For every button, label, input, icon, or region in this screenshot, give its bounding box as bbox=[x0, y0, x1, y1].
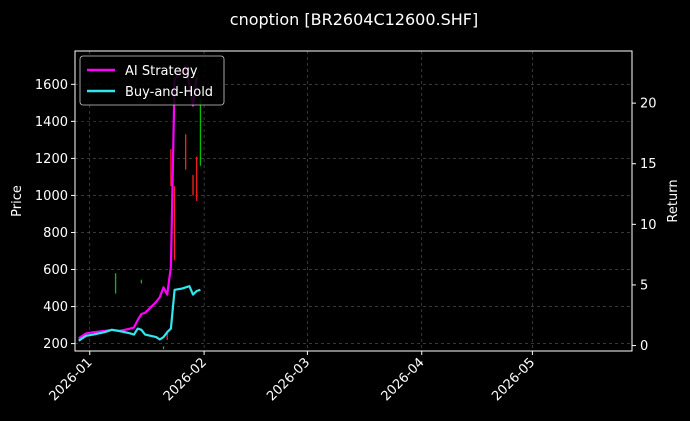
y-tick-label: 1000 bbox=[35, 189, 68, 204]
y2-tick-label: 15 bbox=[640, 157, 657, 172]
y-tick-label: 800 bbox=[43, 226, 68, 241]
x-tick-label: 2026-03 bbox=[264, 355, 313, 404]
grid bbox=[75, 51, 632, 351]
series-lines bbox=[78, 65, 201, 342]
y-tick-label: 200 bbox=[43, 337, 68, 352]
y-tick-label: 1600 bbox=[35, 78, 68, 93]
legend-label-ai-strategy: AI Strategy bbox=[125, 64, 198, 79]
candles bbox=[114, 99, 202, 350]
legend: AI Strategy Buy-and-Hold bbox=[79, 55, 225, 106]
series-line-buy-and-hold bbox=[78, 285, 201, 342]
x-axis: 2026-01 2026-02 2026-03 2026-04 2026-05 bbox=[47, 351, 538, 404]
y2-axis-label: Return bbox=[666, 179, 681, 222]
legend-box bbox=[79, 55, 225, 106]
x-tick-label: 2026-01 bbox=[47, 355, 96, 404]
plot-frame bbox=[74, 50, 633, 352]
y2-tick-label: 20 bbox=[640, 97, 657, 112]
chart-title: cnoption [BR2604C12600.SHF] bbox=[230, 10, 478, 29]
y2-tick-label: 10 bbox=[640, 218, 657, 233]
y-axis-left: 200 400 600 800 1000 1200 1400 1600 bbox=[35, 78, 75, 352]
x-tick-label: 2026-02 bbox=[161, 355, 210, 404]
x-tick-label: 2026-05 bbox=[489, 355, 538, 404]
series-line-ai-strategy bbox=[78, 65, 198, 340]
y-tick-label: 600 bbox=[43, 263, 68, 278]
y-axis-label: Price bbox=[10, 185, 25, 217]
y2-tick-label: 0 bbox=[640, 339, 648, 354]
y-tick-label: 1200 bbox=[35, 152, 68, 167]
x-tick-label: 2026-04 bbox=[379, 355, 428, 404]
y-axis-right: 0 5 10 15 20 bbox=[632, 97, 657, 354]
y2-tick-label: 5 bbox=[640, 278, 648, 293]
legend-label-buy-and-hold: Buy-and-Hold bbox=[125, 85, 213, 100]
y-tick-label: 1400 bbox=[35, 115, 68, 130]
y-tick-label: 400 bbox=[43, 300, 68, 315]
